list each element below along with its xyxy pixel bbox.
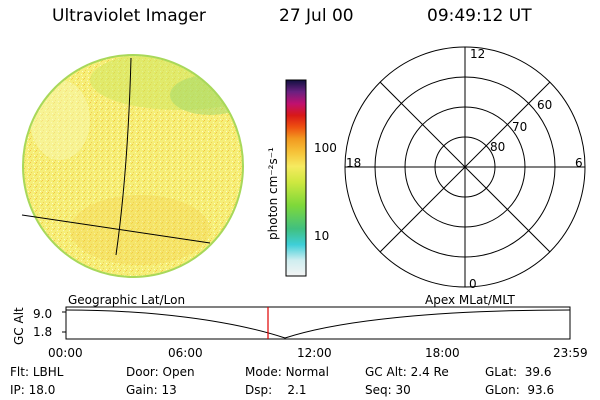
orbit-plot bbox=[62, 306, 571, 340]
orbit-y-tick-low: 1.8 bbox=[33, 325, 53, 339]
colorbar-tick-10: 10 bbox=[314, 229, 330, 243]
status-seq: Seq: 30 bbox=[365, 383, 411, 397]
status-label: GLon: bbox=[485, 383, 520, 397]
altitude-curve bbox=[65, 309, 571, 339]
orbit-y-tick-high: 9.0 bbox=[33, 307, 53, 321]
status-label: IP: bbox=[10, 383, 25, 397]
status-label: Flt: bbox=[10, 365, 29, 379]
status-label: Door: bbox=[126, 365, 159, 379]
latitude-line bbox=[21, 214, 211, 244]
status-value: Normal bbox=[285, 365, 329, 379]
time-label: 09:49:12 UT bbox=[427, 6, 532, 26]
colorbar-tick-100: 100 bbox=[314, 141, 337, 155]
status-gain: Gain: 13 bbox=[126, 383, 177, 397]
status-value: 13 bbox=[161, 383, 177, 397]
status-label: GLat: bbox=[485, 365, 518, 379]
orbit-x-tick-3: 18:00 bbox=[425, 346, 460, 360]
longitude-line bbox=[115, 57, 132, 256]
polar-plot bbox=[344, 46, 586, 288]
status-label: GC Alt: bbox=[365, 365, 407, 379]
orbit-left-title: Geographic Lat/Lon bbox=[68, 293, 186, 307]
status-value: 30 bbox=[395, 383, 411, 397]
status-value: 18.0 bbox=[28, 383, 56, 397]
mlt-label-12: 12 bbox=[470, 47, 486, 61]
lat-label-70: 70 bbox=[512, 120, 528, 134]
status-label: Dsp: bbox=[245, 383, 273, 397]
status-mode: Mode: Normal bbox=[245, 365, 329, 379]
status-dsp: Dsp: 2.1 bbox=[245, 383, 307, 397]
status-value: 93.6 bbox=[527, 383, 555, 397]
status-glon: GLon: 93.6 bbox=[485, 383, 554, 397]
mlt-label-0: 0 bbox=[469, 277, 477, 291]
orbit-x-tick-2: 12:00 bbox=[297, 346, 332, 360]
mlt-label-18: 18 bbox=[346, 156, 362, 170]
status-value: Open bbox=[162, 365, 195, 379]
status-flt: Flt: LBHL bbox=[10, 365, 63, 379]
lat-label-80: 80 bbox=[490, 140, 506, 154]
status-gc-alt: GC Alt: 2.4 Re bbox=[365, 365, 449, 379]
orbit-x-tick-1: 06:00 bbox=[168, 346, 203, 360]
instrument-title: Ultraviolet Imager bbox=[52, 6, 206, 26]
date-label: 27 Jul 00 bbox=[279, 6, 354, 26]
orbit-plot-frame bbox=[65, 306, 571, 340]
status-value: LBHL bbox=[32, 365, 64, 379]
status-label: Gain: bbox=[126, 383, 158, 397]
mlt-label-6: 6 bbox=[575, 156, 583, 170]
orbit-x-tick-0: 00:00 bbox=[48, 346, 83, 360]
status-value: 2.1 bbox=[287, 383, 307, 397]
orbit-x-tick-4: 23:59 bbox=[553, 346, 588, 360]
status-door: Door: Open bbox=[126, 365, 195, 379]
lat-label-60: 60 bbox=[537, 98, 553, 112]
status-label: Mode: bbox=[245, 365, 282, 379]
status-value: 2.4 Re bbox=[410, 365, 449, 379]
colorbar bbox=[285, 79, 307, 277]
status-glat: GLat: 39.6 bbox=[485, 365, 551, 379]
status-ip: IP: 18.0 bbox=[10, 383, 55, 397]
status-value: 39.6 bbox=[524, 365, 552, 379]
status-label: Seq: bbox=[365, 383, 392, 397]
orbit-right-title: Apex MLat/MLT bbox=[425, 293, 515, 307]
colorbar-unit-label: photon cm⁻²s⁻¹ bbox=[266, 147, 280, 240]
